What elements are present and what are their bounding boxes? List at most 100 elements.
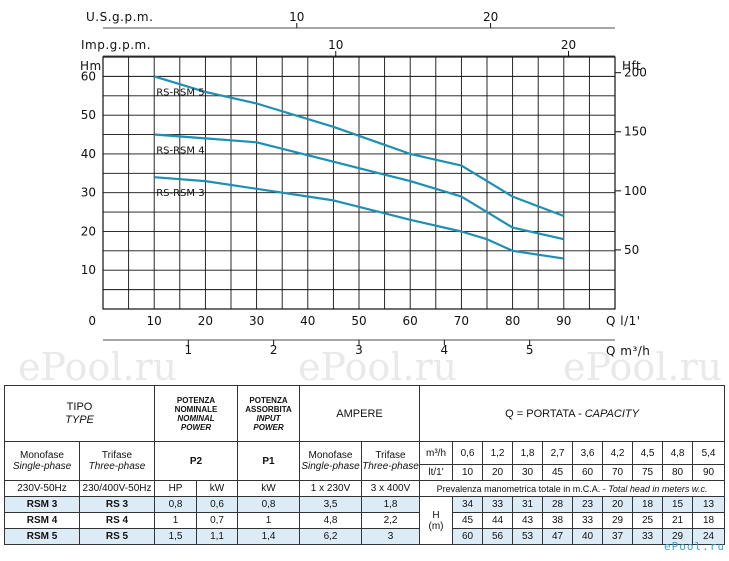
top-axes: U.S.g.p.m. Imp.g.p.m. 10 20 10 20 <box>81 10 615 57</box>
q-m3h-cell: 5,4 <box>692 441 726 465</box>
head-label: H (m) <box>419 496 454 545</box>
head-value: 56 <box>482 528 514 545</box>
q-m3h-cell: 2,7 <box>542 441 574 465</box>
head-value: 53 <box>512 528 544 545</box>
head-value: 13 <box>692 496 726 513</box>
total-head-note: Prevalenza manometrica totale in m.C.A. … <box>419 480 726 497</box>
brand-logo: ePool.ru <box>664 540 725 553</box>
head-value: 18 <box>692 512 726 529</box>
lt-label: lt/1' <box>419 464 454 481</box>
q-m3h-cell: 4,2 <box>602 441 634 465</box>
table-row: RSM 5 RS 5 1,5 1,1 1,4 6,2 3 60 56 53 47… <box>4 528 726 545</box>
usgpm-tick-label: 10 <box>289 10 304 24</box>
hp-value: 1,5 <box>154 528 198 545</box>
head-value: 44 <box>482 512 514 529</box>
input-power-header: POTENZA ASSORBITA INPUT POWER <box>237 385 301 442</box>
y-tick-label: 60 <box>81 69 96 83</box>
impgpm-tick-label: 10 <box>328 38 343 52</box>
y-tick-label: 40 <box>81 147 96 161</box>
q-lt-cell: 30 <box>512 464 544 481</box>
x-tick-label: 10 <box>147 314 162 328</box>
head-value: 33 <box>482 496 514 513</box>
y-tick-label: 20 <box>81 224 96 238</box>
q-lt-cell: 60 <box>572 464 604 481</box>
kw-header: kW <box>196 480 239 497</box>
head-value: 47 <box>542 528 574 545</box>
head-value: 37 <box>602 528 634 545</box>
head-value: 25 <box>632 512 664 529</box>
p1-value: 1,4 <box>237 528 301 545</box>
q-m3h-cell: 3,6 <box>572 441 604 465</box>
p2-header: P2 <box>154 441 239 481</box>
hp-value: 1 <box>154 512 198 529</box>
usgpm-tick-label: 20 <box>483 10 498 24</box>
m3h-tick-label: 4 <box>441 343 449 357</box>
trifase-header: Trifase Three-phase <box>78 441 156 481</box>
head-value: 23 <box>572 496 604 513</box>
x-axis-label: Q l/1' <box>606 314 641 328</box>
amp-trifase-header: Trifase Three-phase <box>361 441 421 481</box>
series-line-2 <box>154 133 565 241</box>
p1-header: P1 <box>237 441 301 481</box>
q-m3h-cell: 1,8 <box>512 441 544 465</box>
p1-value: 1 <box>237 512 301 529</box>
head-value: 43 <box>512 512 544 529</box>
ampere-header: AMPERE <box>299 385 421 442</box>
head-value: 33 <box>632 528 664 545</box>
amp-monofase-header: Monofase Single-phase <box>299 441 363 481</box>
y-tick-label: 10 <box>81 263 96 277</box>
kw-value: 0,6 <box>196 496 239 513</box>
x-tick-label: 40 <box>300 314 315 328</box>
q-m3h-cell: 4,8 <box>662 441 694 465</box>
m3h-label: m³/h <box>419 441 454 465</box>
x-tick-label: 80 <box>505 314 520 328</box>
q-m3h-cell: 4,5 <box>632 441 664 465</box>
chart-series: RS-RSM 5 RS-RSM 4 RS-RSM 3 <box>153 75 565 260</box>
model-tri: RS 3 <box>78 496 156 513</box>
model-tri: RS 5 <box>78 528 156 545</box>
x-axes: 10 20 30 40 50 60 70 80 90 Q l/1' 1 2 3 4 5 Q m³/h <box>103 314 650 358</box>
capacity-header: Q = PORTATA - CAPACITY <box>419 385 726 442</box>
q-lt-cell: 90 <box>692 464 726 481</box>
m3h-tick-label: 2 <box>270 343 278 357</box>
x-tick-label: 60 <box>403 314 418 328</box>
y-tick-label: 50 <box>81 108 96 122</box>
head-value: 34 <box>452 496 484 513</box>
nominal-power-header: POTENZA NOMINALE NOMINAL POWER <box>154 385 239 442</box>
usgpm-label: U.S.g.p.m. <box>86 10 153 24</box>
q-lt-cell: 80 <box>662 464 694 481</box>
volt-trifase: 230/400V-50Hz <box>78 480 156 497</box>
x-tick-label: 70 <box>454 314 469 328</box>
q-lt-cell: 70 <box>602 464 634 481</box>
kw-value: 1,1 <box>196 528 239 545</box>
amp-mono-value: 4,8 <box>299 512 363 529</box>
monofase-header: Monofase Single-phase <box>4 441 80 481</box>
model-mono: RSM 3 <box>4 496 80 513</box>
chart-grid <box>102 56 616 310</box>
y2-tick-label: 50 <box>624 243 639 257</box>
q-m3h-cell: 1,2 <box>482 441 514 465</box>
head-value: 33 <box>572 512 604 529</box>
head-value: 60 <box>452 528 484 545</box>
head-value: 31 <box>512 496 544 513</box>
watermark-text: ePool.ru <box>18 345 177 385</box>
amp-tri-voltage: 3 x 400V <box>361 480 421 497</box>
head-value: 21 <box>662 512 694 529</box>
amp-mono-value: 3,5 <box>299 496 363 513</box>
head-value: 15 <box>662 496 694 513</box>
table-row: RSM 4 RS 4 1 0,7 1 4,8 2,2 45 44 43 38 3… <box>4 512 726 529</box>
series-line-3 <box>154 176 564 260</box>
watermark-text: ePool.ru <box>298 345 457 385</box>
y-tick-label-zero: 0 <box>88 314 96 328</box>
spec-table: TIPO TYPE POTENZA NOMINALE NOMINAL POWER PO… <box>3 385 726 545</box>
amp-mono-voltage: 1 x 230V <box>299 480 363 497</box>
impgpm-label: Imp.g.p.m. <box>81 38 151 52</box>
head-value: 45 <box>452 512 484 529</box>
m3h-tick-label: 5 <box>526 343 534 357</box>
head-value: 20 <box>602 496 634 513</box>
y-axes: Hm 10 20 30 40 50 60 0 Hft 50 100 150 200 <box>80 59 647 328</box>
tipo-header: TIPO TYPE <box>3 385 156 442</box>
q-lt-cell: 75 <box>632 464 664 481</box>
x-tick-label: 90 <box>556 314 571 328</box>
